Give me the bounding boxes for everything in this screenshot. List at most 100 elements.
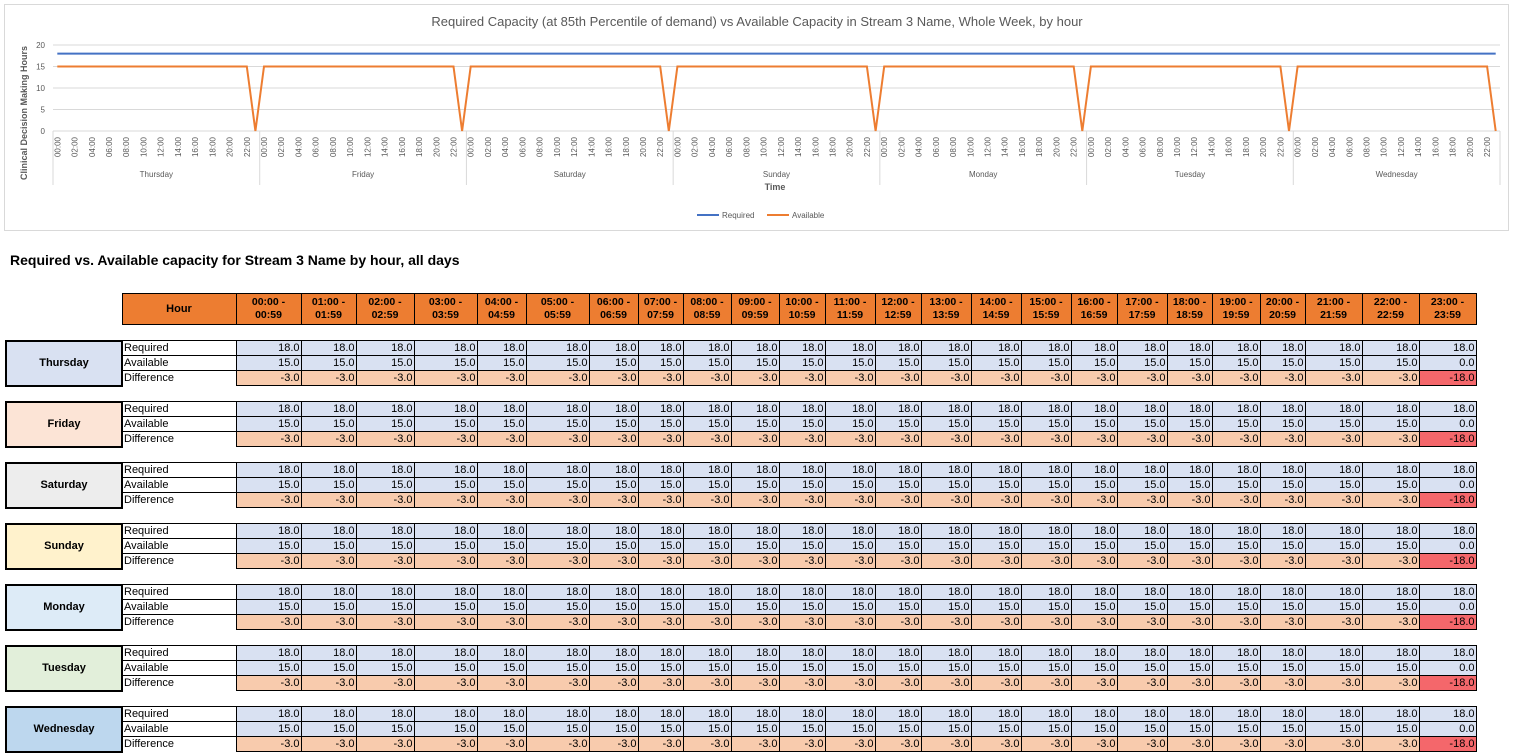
x-tick-label: 18:00 — [1035, 136, 1044, 157]
available-value: 15.0 — [1116, 599, 1168, 615]
required-value: 18.0 — [1166, 523, 1213, 539]
required-value: 18.0 — [1211, 523, 1261, 539]
available-value: 15.0 — [1304, 538, 1363, 554]
spacer-row — [6, 630, 1476, 646]
difference-value: -3.0 — [1304, 675, 1363, 691]
x-tick-label: 06:00 — [725, 136, 734, 157]
available-value: 15.0 — [1361, 355, 1420, 371]
table-row: Available 15.0 15.0 15.0 15.0 15.0 15.0 15.0 15.… — [6, 538, 1477, 554]
x-tick-label: 20:00 — [226, 136, 235, 157]
required-value: 18.0 — [1361, 584, 1420, 600]
table-row: Difference -3.0 -3.0 -3.0 -3.0 -3.0 -3.0 -3.0 -3… — [6, 736, 1477, 752]
required-value: 18.0 — [1020, 401, 1072, 417]
spacer — [6, 569, 1476, 585]
difference-value: -3.0 — [588, 614, 639, 630]
available-value: 0.0 — [1418, 660, 1477, 676]
x-tick-label: 00:00 — [673, 136, 682, 157]
required-value: 18.0 — [1418, 462, 1477, 478]
required-value: 18.0 — [1211, 584, 1261, 600]
hour-column-header: 05:00 - 05:59 — [525, 293, 590, 325]
difference-value: -3.0 — [525, 370, 590, 386]
difference-value: -3.0 — [730, 370, 780, 386]
available-value: 15.0 — [355, 355, 415, 371]
required-value: 18.0 — [588, 523, 639, 539]
difference-value: -3.0 — [637, 736, 684, 752]
required-value: 18.0 — [525, 462, 590, 478]
available-value: 15.0 — [1211, 599, 1261, 615]
x-tick-label: 14:00 — [1414, 136, 1423, 157]
required-value: 18.0 — [1070, 340, 1118, 356]
required-value: 18.0 — [778, 340, 826, 356]
x-tick-label: 16:00 — [605, 136, 614, 157]
available-value: 15.0 — [1211, 660, 1261, 676]
difference-value: -3.0 — [355, 736, 415, 752]
required-value: 18.0 — [300, 523, 357, 539]
x-tick-label: 02:00 — [1104, 136, 1113, 157]
table-row: Difference -3.0 -3.0 -3.0 -3.0 -3.0 -3.0 -3.0 -3… — [6, 553, 1477, 569]
difference-value: -3.0 — [476, 675, 527, 691]
required-value: 18.0 — [1020, 645, 1072, 661]
available-value: 15.0 — [874, 721, 922, 737]
row-label: Required — [122, 401, 237, 417]
day-label-thursday: Thursday — [5, 339, 123, 387]
available-value: 15.0 — [413, 355, 478, 371]
available-value: 15.0 — [1259, 721, 1306, 737]
x-tick-label: 22:00 — [1070, 136, 1079, 157]
available-value: 15.0 — [1020, 416, 1072, 432]
difference-value: -3.0 — [824, 553, 876, 569]
x-tick-label: 04:00 — [501, 136, 510, 157]
available-value: 15.0 — [920, 538, 972, 554]
required-value: 18.0 — [355, 645, 415, 661]
available-value: 15.0 — [413, 721, 478, 737]
required-value: 18.0 — [730, 340, 780, 356]
difference-value: -3.0 — [1166, 431, 1213, 447]
difference-value: -3.0 — [824, 431, 876, 447]
difference-value: -3.0 — [1259, 614, 1306, 630]
required-value: 18.0 — [413, 340, 478, 356]
difference-value: -3.0 — [778, 553, 826, 569]
available-value: 15.0 — [525, 477, 590, 493]
difference-value: -3.0 — [1166, 736, 1213, 752]
row-label: Required — [122, 340, 237, 356]
day-label-monday: Monday — [5, 583, 123, 631]
difference-value: -3.0 — [682, 553, 732, 569]
available-value: 15.0 — [1070, 660, 1118, 676]
required-value: 18.0 — [824, 584, 876, 600]
difference-value: -3.0 — [1116, 492, 1168, 508]
available-value: 15.0 — [874, 355, 922, 371]
difference-value: -3.0 — [920, 431, 972, 447]
available-value: 15.0 — [355, 599, 415, 615]
x-tick-label: 06:00 — [312, 136, 321, 157]
required-value: 18.0 — [1361, 523, 1420, 539]
available-value: 15.0 — [824, 660, 876, 676]
difference-value: -3.0 — [476, 431, 527, 447]
x-tick-label: 04:00 — [88, 136, 97, 157]
difference-value: -3.0 — [637, 614, 684, 630]
x-tick-label: 14:00 — [381, 136, 390, 157]
hour-column-header: 01:00 - 01:59 — [300, 293, 357, 325]
difference-value: -3.0 — [874, 614, 922, 630]
required-value: 18.0 — [476, 645, 527, 661]
available-value: 15.0 — [682, 477, 732, 493]
difference-value: -3.0 — [588, 736, 639, 752]
day-label: Saturday — [554, 170, 586, 179]
difference-value: -3.0 — [235, 675, 302, 691]
required-value: 18.0 — [300, 584, 357, 600]
available-value: 15.0 — [300, 599, 357, 615]
difference-value: -3.0 — [1304, 553, 1363, 569]
legend-label: Available — [792, 211, 825, 220]
required-value: 18.0 — [682, 706, 732, 722]
difference-value: -3.0 — [1211, 370, 1261, 386]
x-tick-label: 08:00 — [122, 136, 131, 157]
available-value: 15.0 — [778, 538, 826, 554]
difference-value: -3.0 — [970, 553, 1022, 569]
available-value: 15.0 — [525, 416, 590, 432]
required-value: 18.0 — [824, 523, 876, 539]
x-tick-label: 02:00 — [897, 136, 906, 157]
table-row: Available 15.0 15.0 15.0 15.0 15.0 15.0 15.0 15.… — [6, 599, 1477, 615]
required-value: 18.0 — [588, 340, 639, 356]
x-tick-label: 12:00 — [777, 136, 786, 157]
available-value: 15.0 — [874, 538, 922, 554]
x-tick-label: 04:00 — [294, 136, 303, 157]
required-value: 18.0 — [874, 706, 922, 722]
